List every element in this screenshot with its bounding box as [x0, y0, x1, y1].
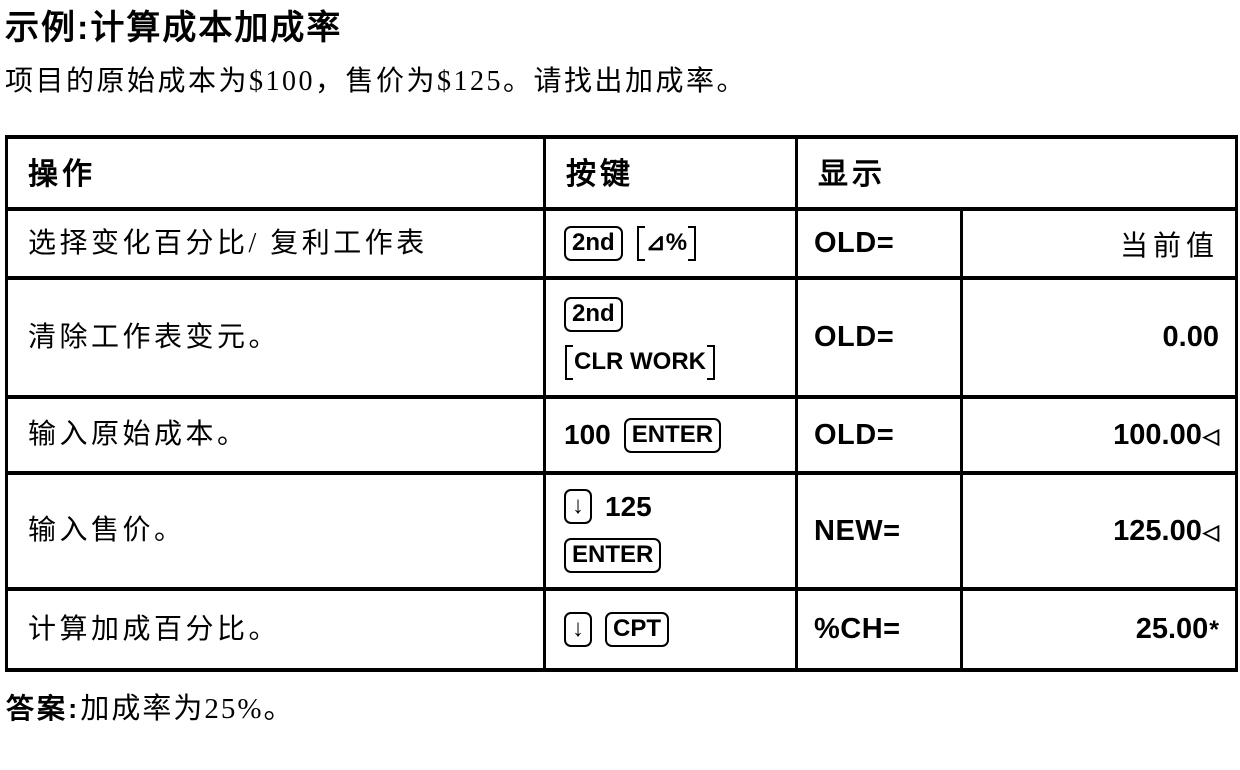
computed-indicator-icon: * [1209, 616, 1219, 645]
key-down-arrow: ↓ [564, 612, 592, 648]
answer-text: 加成率为25%。 [80, 693, 295, 726]
example-description: 项目的原始成本为$100，售价为$125。请找出加成率。 [5, 65, 748, 97]
page-title: 示例:计算成本加成率 [5, 9, 343, 47]
display-value: 0.00 [1162, 321, 1219, 354]
keys-cell: 2nd CLR WORK [543, 276, 798, 400]
display-label-cell: OLD= [795, 276, 963, 400]
table-row: 输入售价。 ↓ 125 ENTER NEW= 125.00◁ [5, 471, 1238, 592]
table-row: 输入原始成本。 100 ENTER OLD= 100.00◁ [5, 395, 1238, 476]
display-value: 100.00 [1113, 418, 1202, 451]
column-header-display: 显示 [795, 135, 1238, 212]
answer-prefix: 答案: [6, 693, 81, 725]
entered-indicator-icon: ◁ [1202, 520, 1219, 544]
display-value-cell: 125.00◁ [960, 471, 1238, 592]
worksheet-example-table: 操作 按键 显示 选择变化百分比/ 复利工作表 2nd ⊿% OLD= 当前值 … [5, 135, 1238, 673]
display-label-cell: OLD= [795, 207, 963, 281]
operation-cell: 清除工作表变元。 [5, 276, 546, 400]
table-row: 清除工作表变元。 2nd CLR WORK OLD= 0.00 [5, 276, 1238, 400]
operation-cell: 选择变化百分比/ 复利工作表 [5, 207, 546, 281]
key-clr-work: CLR WORK [565, 344, 715, 380]
display-value-cell: 25.00* [960, 587, 1238, 673]
display-value-cell: 100.00◁ [960, 395, 1238, 476]
display-value-cell: 当前值 [960, 207, 1238, 281]
key-2nd: 2nd [564, 296, 623, 332]
display-label-cell: NEW= [795, 471, 963, 592]
answer-line: 答案:加成率为25%。 [6, 691, 1240, 729]
operation-cell: 输入原始成本。 [5, 395, 546, 476]
table-header-row: 操作 按键 显示 [5, 135, 1238, 212]
key-2nd: 2nd [564, 226, 623, 262]
operation-cell: 输入售价。 [5, 471, 546, 592]
manual-page: 示例:计算成本加成率 项目的原始成本为$100，售价为$125。请找出加成率。 … [5, 9, 1240, 729]
keys-cell: 100 ENTER [543, 395, 798, 476]
key-cpt: CPT [605, 612, 669, 648]
keys-cell: ↓ CPT [543, 587, 798, 673]
table-row: 选择变化百分比/ 复利工作表 2nd ⊿% OLD= 当前值 [5, 207, 1238, 281]
key-digits-125: 125 [605, 490, 652, 522]
display-value-cell: 0.00 [960, 276, 1238, 400]
display-value: 当前值 [1119, 230, 1219, 262]
keys-cell: 2nd ⊿% [543, 207, 798, 281]
keys-cell: ↓ 125 ENTER [543, 471, 798, 592]
display-value: 125.00 [1113, 514, 1202, 547]
column-header-keys: 按键 [543, 135, 798, 212]
key-enter: ENTER [564, 538, 662, 574]
entered-indicator-icon: ◁ [1202, 424, 1219, 448]
display-label-cell: %CH= [795, 587, 963, 673]
table-row: 计算加成百分比。 ↓ CPT %CH= 25.00* [5, 587, 1238, 673]
display-label-cell: OLD= [795, 395, 963, 476]
key-down-arrow: ↓ [564, 489, 592, 525]
column-header-operation: 操作 [5, 135, 546, 212]
key-enter: ENTER [623, 417, 722, 453]
key-delta-percent: ⊿% [636, 226, 697, 262]
operation-cell: 计算加成百分比。 [5, 587, 546, 673]
key-digits-100: 100 [564, 419, 611, 451]
display-value: 25.00 [1135, 613, 1209, 646]
